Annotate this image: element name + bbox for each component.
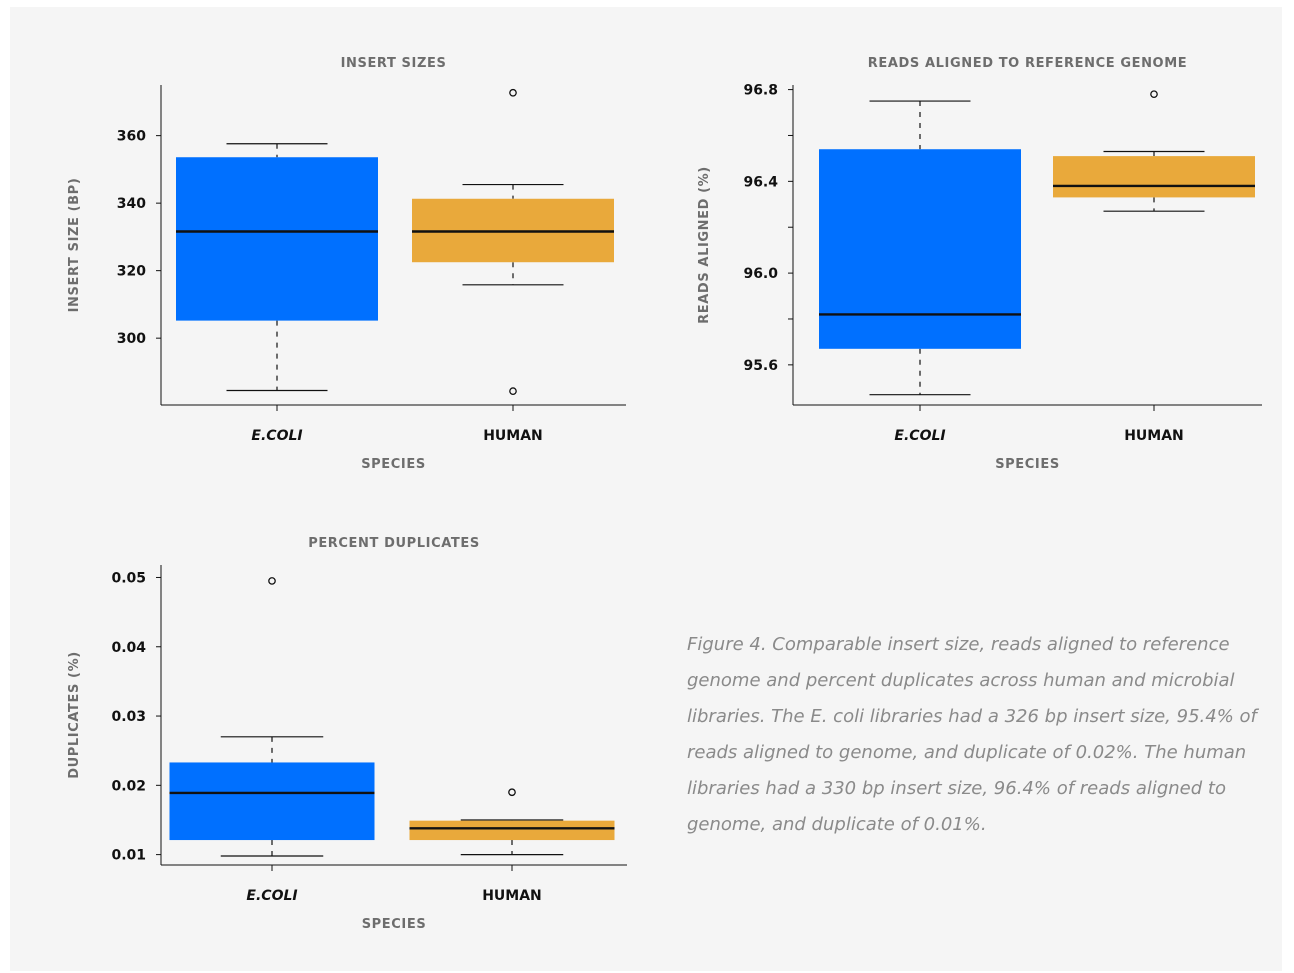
outlier-point	[268, 577, 276, 585]
y-axis-label: INSERT SIZE (BP)	[67, 178, 82, 313]
outlier-point	[509, 88, 517, 97]
box-ecoli	[819, 100, 1021, 396]
box-human	[412, 88, 614, 396]
percent-duplicates-chart: PERCENT DUPLICATES 0.01 0.02 0.03 0.04 0.05 DU…	[67, 536, 627, 932]
box-ecoli	[169, 577, 375, 857]
x-axis-label: SPECIES	[995, 457, 1060, 472]
outlier-point	[509, 387, 517, 396]
y-tick-label: 0.01	[111, 848, 146, 864]
y-tick-label: 0.04	[111, 640, 146, 656]
y-tick-label: 96.0	[743, 266, 778, 282]
y-tick-label: 300	[117, 331, 146, 347]
x-tick-label: E.COLI	[894, 428, 945, 444]
x-tick-label: E.COLI	[251, 428, 302, 444]
y-tick-label: 0.05	[111, 570, 146, 586]
box-ecoli	[176, 143, 378, 392]
iqr-box	[409, 820, 615, 841]
y-tick-label: 0.02	[111, 778, 146, 794]
box-human	[409, 788, 615, 856]
chart-title: INSERT SIZES	[341, 56, 447, 71]
chart-title: READS ALIGNED TO REFERENCE GENOME	[868, 56, 1187, 71]
chart-title: PERCENT DUPLICATES	[308, 536, 480, 551]
y-tick-label: 340	[117, 196, 146, 212]
y-axis-label: DUPLICATES (%)	[67, 651, 82, 779]
iqr-box	[169, 762, 375, 841]
y-tick-label: 96.4	[743, 174, 778, 190]
y-axis-label: READS ALIGNED (%)	[697, 166, 712, 324]
box-human	[1053, 90, 1255, 212]
y-tick-label: 95.6	[743, 358, 778, 374]
insert-sizes-chart: INSERT SIZES 300 320 340 360 INSERT SIZE (BP)…	[67, 56, 626, 472]
outlier-point	[1150, 90, 1158, 99]
x-tick-label: HUMAN	[482, 888, 542, 904]
x-tick-label: HUMAN	[1124, 428, 1184, 444]
x-tick-label: E.COLI	[246, 888, 297, 904]
iqr-box	[176, 157, 378, 321]
x-axis-label: SPECIES	[361, 457, 426, 472]
iqr-box	[1053, 156, 1255, 198]
reads-aligned-chart: READS ALIGNED TO REFERENCE GENOME 95.6 96.…	[697, 56, 1262, 472]
y-tick-label: 96.8	[743, 83, 778, 99]
y-tick-label: 320	[117, 264, 146, 280]
y-tick-label: 0.03	[111, 709, 146, 725]
figure-caption: Figure 4. Comparable insert size, reads …	[687, 634, 1257, 835]
outlier-point	[508, 788, 516, 797]
x-axis-label: SPECIES	[362, 917, 427, 932]
figure: INSERT SIZES 300 320 340 360 INSERT SIZE (BP)…	[10, 7, 1282, 971]
y-tick-label: 360	[117, 129, 146, 145]
x-tick-label: HUMAN	[483, 428, 543, 444]
iqr-box	[819, 149, 1021, 349]
